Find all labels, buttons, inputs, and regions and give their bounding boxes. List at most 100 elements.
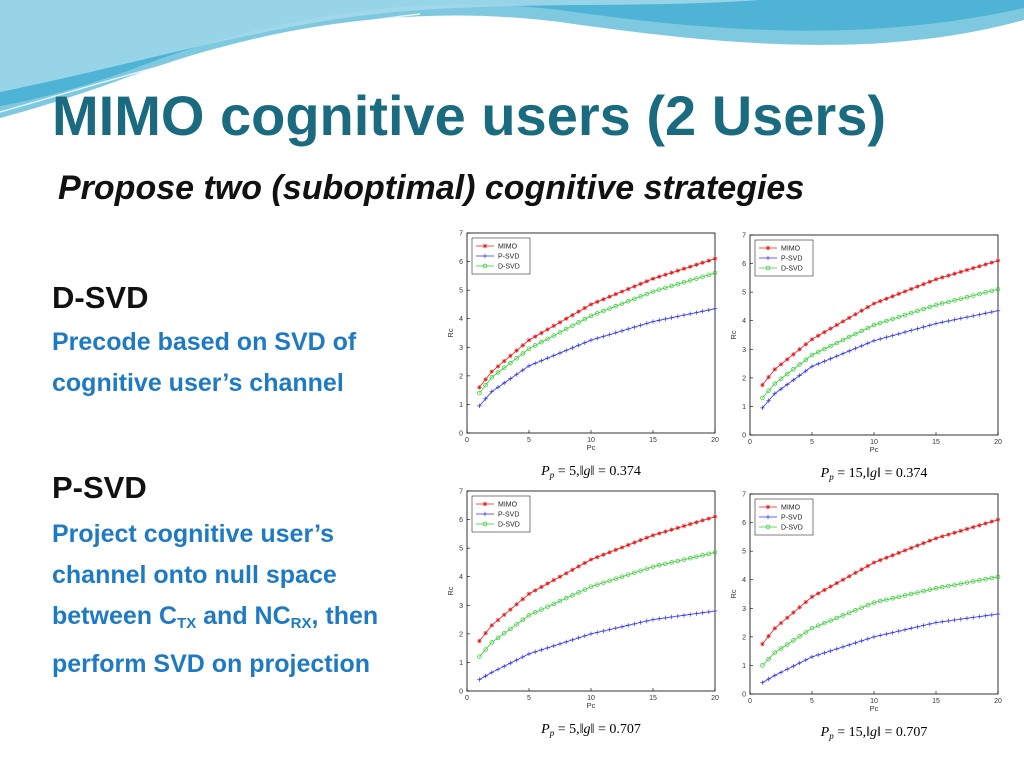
marker-circle <box>607 306 612 311</box>
marker-plus <box>712 306 718 311</box>
y-tick-label: 4 <box>459 574 463 581</box>
marker-plus <box>952 317 957 322</box>
marker-star <box>502 358 507 364</box>
marker-star <box>853 570 858 576</box>
marker-star <box>859 308 864 313</box>
psvd-desc-line: perform SVD on projection <box>52 650 371 678</box>
marker-star <box>940 534 945 539</box>
x-tick-label: 10 <box>870 439 878 446</box>
series-d-svd <box>477 270 718 396</box>
marker-star <box>834 580 839 586</box>
marker-circle <box>625 299 631 304</box>
marker-plus <box>828 356 833 361</box>
y-tick-label: 1 <box>459 402 463 409</box>
marker-circle <box>669 283 674 289</box>
marker-plus <box>766 676 771 682</box>
x-tick-label: 0 <box>748 439 752 446</box>
marker-star <box>847 315 852 321</box>
x-axis-label: Pc <box>587 701 596 710</box>
marker-circle <box>644 566 650 571</box>
marker-star <box>681 266 687 271</box>
x-tick-label: 10 <box>587 695 595 702</box>
marker-star <box>650 276 656 281</box>
marker-plus <box>983 613 988 618</box>
marker-plus <box>576 635 581 641</box>
marker-plus <box>890 333 895 338</box>
marker-star <box>607 294 612 299</box>
marker-circle <box>921 306 926 312</box>
marker-circle <box>846 334 852 340</box>
dsvd-desc-line: Precode based on SVD of <box>52 328 357 356</box>
marker-star <box>778 362 784 367</box>
series-p-svd <box>760 308 1001 411</box>
marker-plus <box>921 623 926 628</box>
x-tick-label: 15 <box>932 439 940 446</box>
y-tick-label: 0 <box>742 692 746 699</box>
marker-star <box>772 626 777 631</box>
marker-star <box>884 555 889 560</box>
marker-plus <box>859 343 864 349</box>
x-tick-label: 20 <box>994 439 1002 446</box>
legend: MIMO P-SVD D-SVD <box>754 498 814 536</box>
marker-star <box>785 615 790 621</box>
marker-circle <box>822 346 827 352</box>
marker-circle <box>501 365 507 371</box>
marker-star <box>669 527 674 532</box>
psvd-subscript: TX <box>177 615 197 632</box>
marker-plus <box>508 660 513 666</box>
marker-circle <box>588 584 594 589</box>
marker-star <box>760 641 765 647</box>
marker-plus <box>694 310 699 315</box>
marker-star <box>706 258 711 263</box>
legend-label: P-SVD <box>498 254 519 261</box>
marker-star <box>816 333 821 338</box>
marker-circle <box>946 583 951 589</box>
marker-circle <box>675 558 681 564</box>
caption-symbol: g <box>584 722 591 737</box>
marker-star <box>588 557 594 562</box>
marker-circle <box>772 381 778 386</box>
marker-star <box>765 504 771 510</box>
marker-plus <box>871 634 877 640</box>
marker-plus <box>791 663 796 669</box>
x-tick-label: 10 <box>587 437 595 444</box>
marker-circle <box>915 590 920 595</box>
marker-plus <box>595 630 600 635</box>
y-tick-label: 4 <box>742 577 746 584</box>
marker-circle <box>663 561 668 567</box>
marker-plus <box>797 660 802 666</box>
marker-plus <box>964 616 970 621</box>
x-tick-label: 20 <box>994 698 1002 705</box>
marker-circle <box>539 339 544 345</box>
marker-plus <box>909 328 914 333</box>
marker-plus <box>539 647 544 653</box>
y-axis-label: Rc <box>729 589 738 598</box>
marker-circle <box>483 647 488 652</box>
marker-star <box>520 343 525 348</box>
marker-plus <box>657 616 662 621</box>
marker-star <box>576 564 581 569</box>
marker-star <box>601 552 606 557</box>
marker-plus <box>638 620 643 625</box>
marker-star <box>650 533 656 538</box>
y-tick-label: 3 <box>459 345 463 352</box>
marker-star <box>871 560 877 565</box>
marker-plus <box>675 613 680 619</box>
marker-star <box>822 329 827 335</box>
marker-plus <box>483 673 488 679</box>
marker-star <box>791 352 796 357</box>
marker-plus <box>809 364 815 369</box>
marker-plus <box>816 652 821 658</box>
marker-star <box>772 367 777 372</box>
marker-plus <box>995 308 1001 313</box>
legend-label: P-SVD <box>498 512 519 519</box>
marker-star <box>613 547 618 553</box>
marker-star <box>933 536 939 541</box>
marker-plus <box>847 348 852 354</box>
marker-plus <box>588 631 594 637</box>
marker-plus <box>495 385 501 390</box>
marker-plus <box>545 355 550 361</box>
marker-star <box>545 581 550 586</box>
marker-circle <box>772 650 778 655</box>
y-tick-label: 3 <box>742 606 746 613</box>
